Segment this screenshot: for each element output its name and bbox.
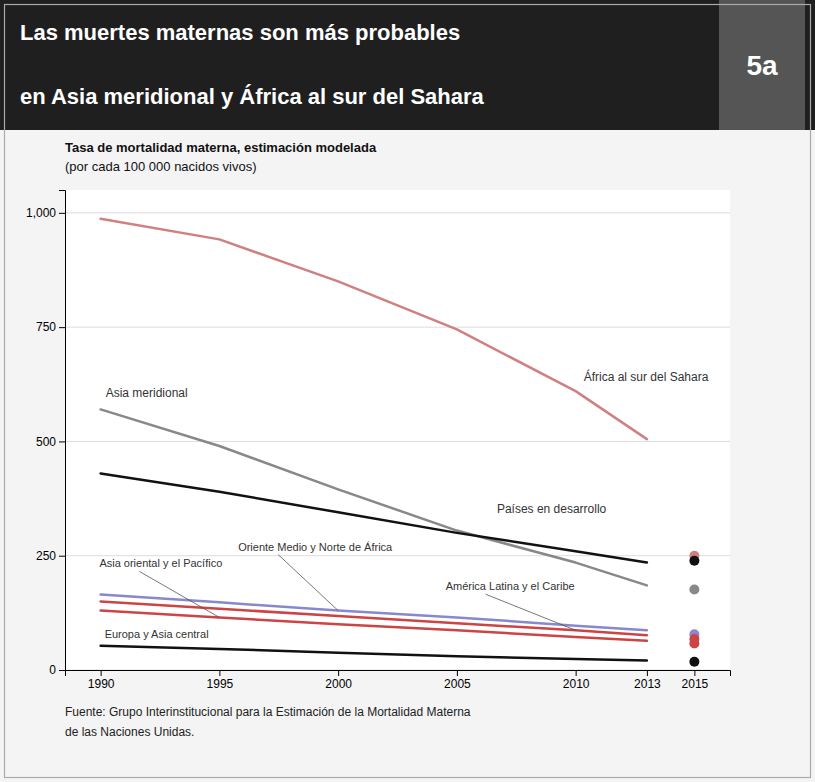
grid-line (65, 441, 730, 442)
y-tick-label: 750 (36, 320, 56, 334)
series-point (689, 585, 699, 595)
x-tick-label: 1995 (207, 677, 234, 691)
x-tick: 1990 (88, 670, 115, 691)
grid-line (65, 555, 730, 556)
x-tick: 2015 (682, 670, 709, 691)
marks (101, 219, 700, 667)
x-tick-mark (576, 670, 577, 676)
y-tick-label: 250 (36, 549, 56, 563)
y-tick: 750 (36, 320, 65, 334)
series-point (689, 638, 699, 648)
subtitle: (por cada 100 000 nacidos vivos) (65, 159, 257, 174)
y-tick: 500 (36, 435, 65, 449)
series-label: África al sur del Sahara (584, 369, 709, 384)
y-tick-mark (59, 556, 65, 557)
x-tick-label: 2005 (444, 677, 471, 691)
chart: 5a Las muertes maternas son más probables… (0, 0, 815, 782)
background (0, 0, 815, 782)
plot-area (65, 190, 730, 670)
leader-line (278, 555, 338, 611)
y-tick: 0 (49, 663, 65, 677)
border (5, 5, 811, 778)
subtitle: Tasa de mortalidad materna, estimación m… (65, 140, 377, 155)
header (0, 0, 815, 130)
y-tick-mark (59, 441, 65, 442)
series-label: Oriente Medio y Norte de África (238, 541, 393, 553)
title: Las muertes maternas son más probables (20, 20, 460, 45)
y-tick-label: 1,000 (26, 206, 56, 220)
x-tick-mark (694, 670, 695, 676)
source: de las Naciones Unidas. (65, 725, 194, 739)
badge: 5a (746, 50, 778, 81)
series-line (101, 473, 647, 562)
grid-line (65, 327, 730, 328)
series-point (689, 556, 699, 566)
x-tick-label: 2013 (634, 677, 661, 691)
y-tick-label: 0 (49, 663, 56, 677)
x-tick-mark (647, 670, 648, 676)
leader-line (139, 571, 219, 617)
x-axis-line (66, 671, 731, 677)
series-labels: África al sur del Sahara Asia meridional P… (99, 369, 708, 640)
series-label: Países en desarrollo (497, 502, 607, 516)
y-axis: 0 250 500 750 1,000 (26, 191, 66, 678)
series-label: Asia meridional (106, 386, 188, 400)
x-tick-label: 2010 (563, 677, 590, 691)
y-tick: 1,000 (26, 206, 65, 220)
y-tick: 250 (36, 549, 65, 563)
x-tick-label: 2000 (325, 677, 352, 691)
y-tick-mark (59, 327, 65, 328)
x-tick-label: 1990 (88, 677, 115, 691)
y-tick-mark (59, 670, 65, 671)
y-tick-mark (59, 213, 65, 214)
grid-line (65, 212, 730, 213)
series-point (689, 657, 699, 667)
x-tick: 2005 (444, 670, 471, 691)
title: en Asia meridional y África al sur del S… (20, 84, 485, 109)
x-tick: 2010 (563, 670, 590, 691)
series-label: Asia oriental y el Pacífico (99, 557, 222, 569)
y-tick-label: 500 (36, 435, 56, 449)
series-label: América Latina y el Caribe (446, 580, 575, 592)
x-tick-mark (101, 670, 102, 676)
series-line (101, 219, 647, 439)
y-axis-line (59, 191, 66, 671)
x-tick-mark (457, 670, 458, 676)
x-tick: 1995 (207, 670, 234, 691)
x-tick: 2013 (634, 670, 661, 691)
leader-line (486, 594, 576, 630)
x-tick-label: 2015 (682, 677, 709, 691)
series-label: Europa y Asia central (105, 628, 209, 640)
x-axis: 1990 1995 2000 2005 2010 2013 2015 (66, 670, 731, 691)
grid (65, 213, 730, 670)
x-tick-mark (338, 670, 339, 676)
badge-box (719, 0, 805, 130)
source: Fuente: Grupo Interinstitucional para la… (65, 705, 471, 719)
series-line (101, 646, 647, 661)
x-tick: 2000 (325, 670, 352, 691)
x-tick-mark (219, 670, 220, 676)
